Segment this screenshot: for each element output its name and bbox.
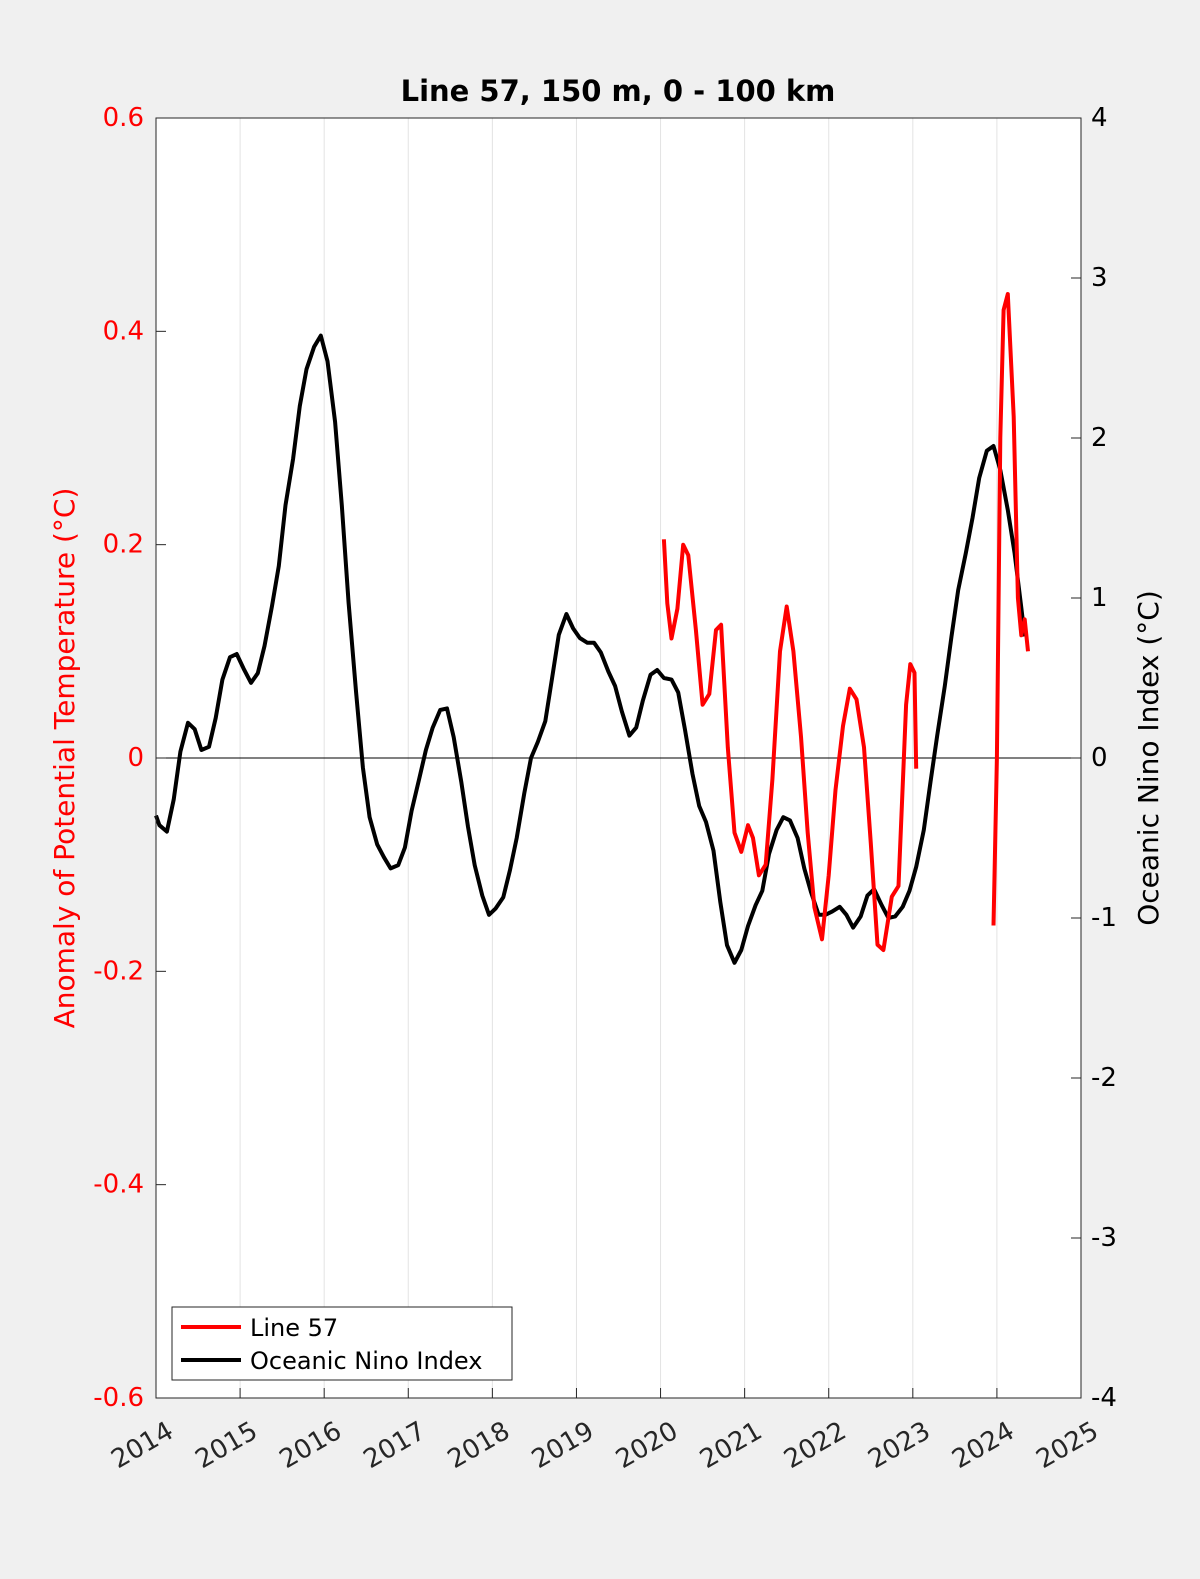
- y-right-tick-label: 3: [1091, 263, 1108, 293]
- y-axis-right-label: Oceanic Nino Index (°C): [1132, 590, 1165, 926]
- x-tick-label: 2021: [695, 1416, 767, 1475]
- y-left-tick-label: 0.4: [103, 316, 144, 346]
- x-tick-label: 2022: [779, 1416, 851, 1475]
- series-line-line57: [661, 539, 919, 952]
- y-right-tick-label: 2: [1091, 423, 1108, 453]
- y-axis-left-label: Anomaly of Potential Temperature (°C): [48, 488, 81, 1029]
- series-line-oni: [154, 333, 1027, 965]
- series-line-line57: [991, 292, 1030, 926]
- y-right-tick-label: -4: [1091, 1383, 1117, 1413]
- x-axis: 2014 2015 2016 2017 2018 2019 2020 2021 2022 2023…: [106, 1388, 1104, 1475]
- x-tick-label: 2025: [1031, 1416, 1103, 1475]
- legend-label-oni: Oceanic Nino Index: [250, 1347, 482, 1375]
- y-left-tick-label: 0.6: [103, 103, 144, 133]
- y-left-tick-label: 0: [127, 743, 144, 773]
- y-right-tick-label: 1: [1091, 583, 1108, 613]
- y-left-tick-label: 0.2: [103, 530, 144, 560]
- x-tick-label: 2014: [106, 1416, 178, 1475]
- legend-box: [171, 1306, 513, 1381]
- x-tick-label: 2020: [611, 1416, 683, 1475]
- chart-title: Line 57, 150 m, 0 - 100 km: [401, 74, 836, 108]
- y-left-tick-label: -0.2: [93, 956, 144, 986]
- x-tick-label: 2015: [190, 1416, 262, 1475]
- x-tick-label: 2024: [947, 1416, 1019, 1475]
- x-tick-label: 2023: [863, 1416, 935, 1475]
- y-right-tick-label: 0: [1091, 743, 1108, 773]
- x-tick-label: 2019: [527, 1416, 599, 1475]
- x-tick-label: 2016: [275, 1416, 347, 1475]
- legend-label-line57: Line 57: [250, 1314, 338, 1342]
- y-right-tick-label: 4: [1091, 103, 1108, 133]
- y-left-tick-label: -0.6: [93, 1383, 144, 1413]
- y-right-tick-label: -1: [1091, 903, 1117, 933]
- legend: Line 57 Oceanic Nino Index: [171, 1306, 513, 1381]
- y-axis-right: -4 -3 -2 -1 0 1 2 3 4: [1071, 103, 1117, 1413]
- series-layer: [154, 292, 1030, 965]
- x-tick-label: 2018: [443, 1416, 515, 1475]
- y-right-tick-label: -2: [1091, 1063, 1117, 1093]
- y-axis-left: -0.6 -0.4 -0.2 0 0.2 0.4 0.6: [93, 103, 166, 1413]
- y-left-tick-label: -0.4: [93, 1170, 144, 1200]
- y-right-tick-label: -3: [1091, 1223, 1117, 1253]
- x-tick-label: 2017: [359, 1416, 431, 1475]
